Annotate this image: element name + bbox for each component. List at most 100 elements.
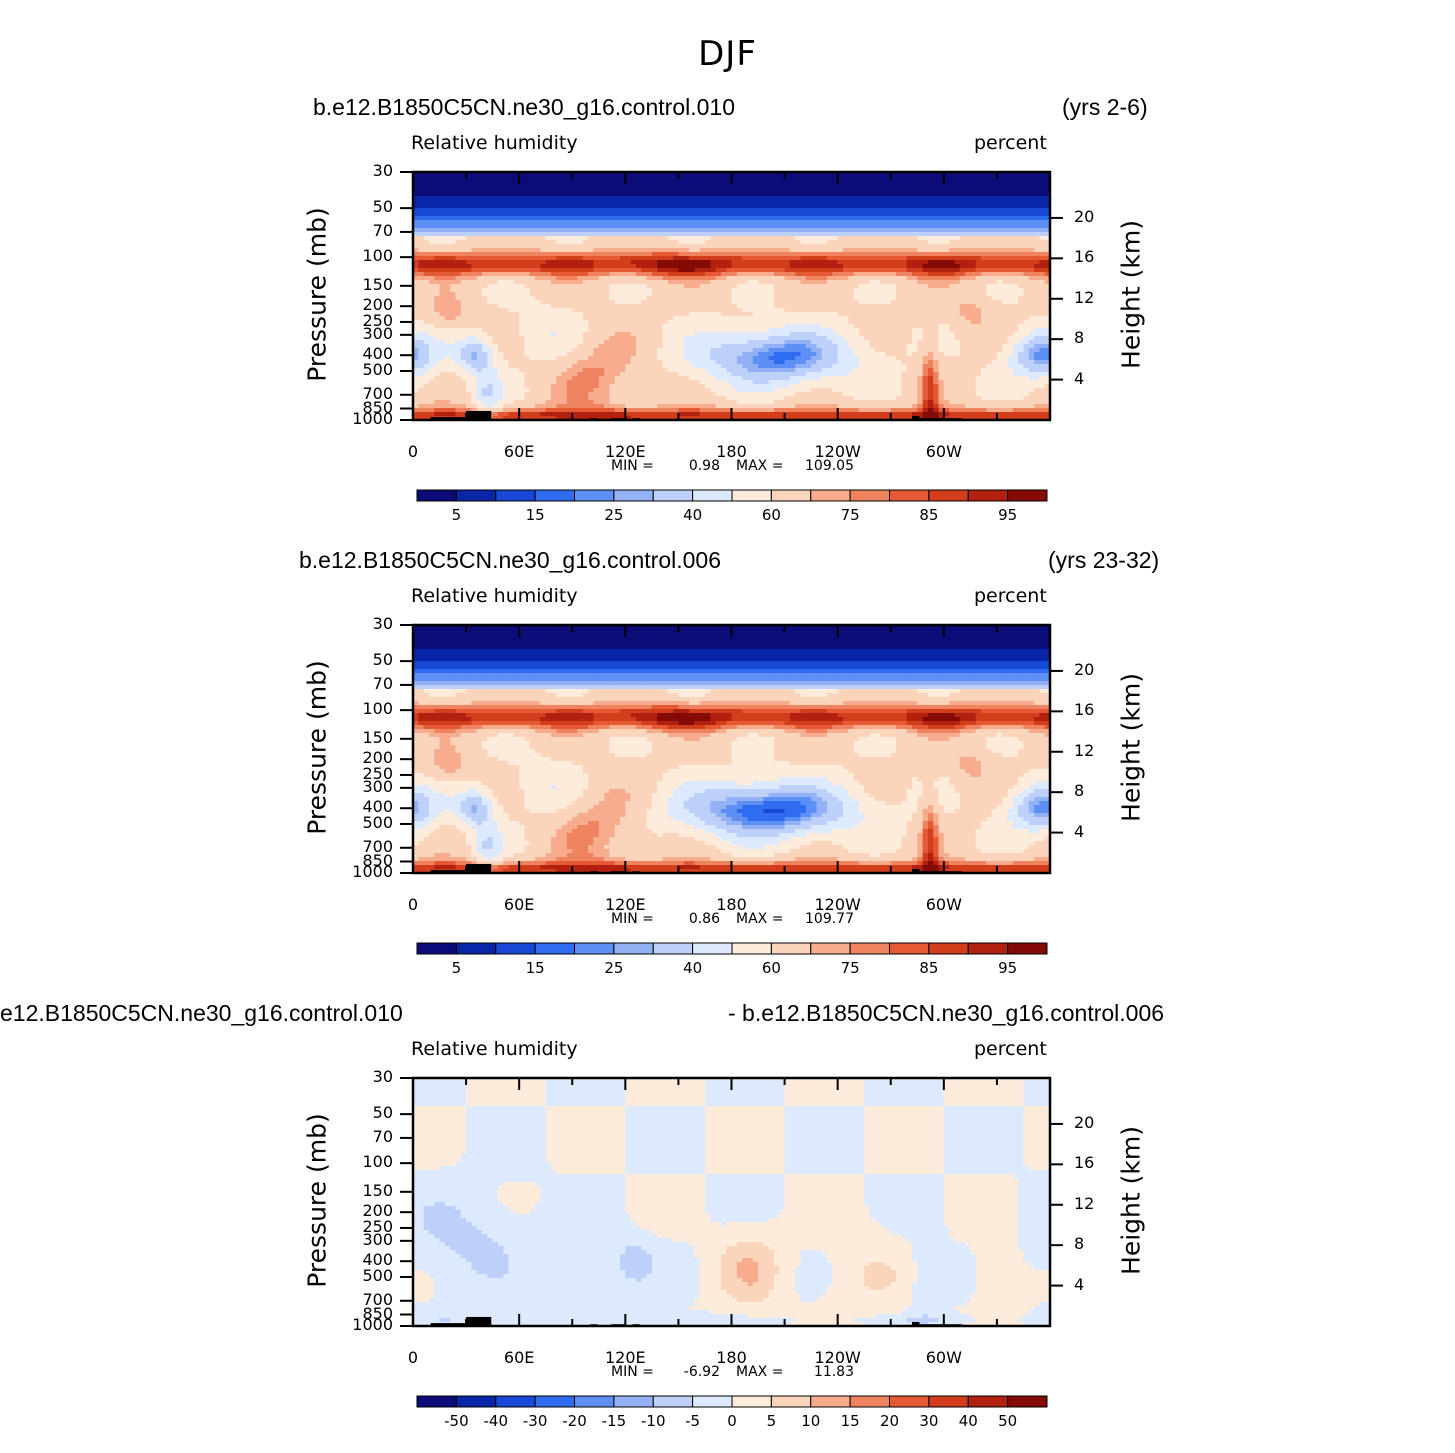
field-cell — [593, 208, 600, 213]
field-cell — [763, 300, 770, 305]
field-cell — [482, 220, 488, 225]
field-cell — [635, 224, 642, 229]
field-cell — [731, 196, 738, 201]
field-cell — [736, 224, 743, 229]
field-cell — [991, 264, 998, 269]
field-cell — [604, 324, 611, 329]
field-cell — [503, 244, 510, 249]
field-cell — [519, 220, 526, 225]
field-cell — [1023, 180, 1030, 185]
field-cell — [800, 196, 807, 201]
field-cell — [842, 192, 849, 197]
field-cell — [651, 280, 658, 285]
field-cell — [460, 252, 467, 257]
field-cell — [630, 244, 637, 249]
field-cell — [704, 228, 711, 233]
field-cell — [1034, 300, 1040, 305]
field-cell — [1012, 280, 1019, 285]
field-cell — [630, 312, 637, 317]
field-cell — [954, 272, 961, 277]
field-cell — [476, 192, 483, 197]
field-cell — [604, 296, 611, 301]
field-cell — [975, 280, 982, 285]
field-cell — [880, 280, 887, 285]
field-cell — [689, 336, 695, 341]
field-cell — [418, 184, 425, 189]
field-cell — [609, 328, 616, 333]
field-cell — [471, 236, 478, 241]
field-cell — [901, 184, 908, 189]
field-cell — [620, 328, 626, 333]
field-cell — [710, 280, 717, 285]
field-cell — [869, 260, 876, 265]
field-cell — [917, 268, 924, 273]
field-cell — [657, 224, 664, 229]
field-cell — [476, 220, 483, 225]
field-cell — [848, 248, 855, 253]
field-cell — [959, 276, 966, 281]
field-cell — [673, 244, 680, 249]
field-cell — [959, 300, 966, 305]
field-cell — [444, 312, 451, 317]
field-cell — [784, 248, 791, 253]
field-cell — [1039, 240, 1046, 245]
field-cell — [848, 176, 855, 181]
field-cell — [657, 296, 664, 301]
field-cell — [742, 208, 749, 213]
field-cell — [683, 328, 690, 333]
field-cell — [800, 244, 807, 249]
field-cell — [667, 296, 674, 301]
field-cell — [694, 176, 701, 181]
field-cell — [604, 316, 611, 321]
field-cell — [582, 228, 589, 233]
field-cell — [471, 180, 478, 185]
field-cell — [779, 336, 786, 341]
field-cell — [832, 204, 839, 209]
field-cell — [641, 212, 648, 217]
field-cell — [758, 332, 764, 337]
field-cell — [545, 316, 552, 321]
field-cell — [752, 244, 759, 249]
field-cell — [529, 328, 536, 333]
field-cell — [460, 188, 467, 193]
field-cell — [1018, 292, 1025, 297]
field-cell — [848, 184, 855, 189]
field-cell — [758, 220, 764, 225]
field-cell — [811, 296, 818, 301]
field-cell — [641, 208, 648, 213]
field-cell — [911, 304, 918, 309]
field-cell — [620, 232, 626, 237]
field-cell — [673, 252, 680, 257]
field-cell — [965, 204, 971, 209]
field-cell — [805, 232, 812, 237]
field-cell — [773, 276, 780, 281]
field-cell — [582, 320, 589, 325]
field-cell — [444, 236, 451, 241]
field-cell — [450, 172, 457, 177]
field-cell — [742, 336, 749, 341]
field-cell — [726, 280, 733, 285]
field-cell — [758, 256, 764, 261]
field-cell — [1044, 256, 1051, 261]
field-cell — [1023, 236, 1030, 241]
field-cell — [1002, 276, 1009, 281]
field-cell — [577, 272, 584, 277]
field-cell — [991, 300, 998, 305]
field-cell — [689, 244, 695, 249]
field-cell — [901, 280, 908, 285]
field-cell — [519, 312, 526, 317]
field-cell — [577, 220, 584, 225]
field-cell — [428, 284, 435, 289]
field-cell — [901, 236, 908, 241]
field-cell — [593, 292, 600, 297]
field-cell — [853, 244, 860, 249]
field-cell — [986, 244, 993, 249]
field-cell — [911, 332, 918, 337]
field-cell — [556, 332, 563, 337]
field-cell — [704, 172, 711, 177]
field-cell — [731, 172, 738, 177]
field-cell — [885, 276, 892, 281]
field-cell — [614, 280, 621, 285]
field-cell — [577, 188, 584, 193]
field-cell — [874, 320, 881, 325]
